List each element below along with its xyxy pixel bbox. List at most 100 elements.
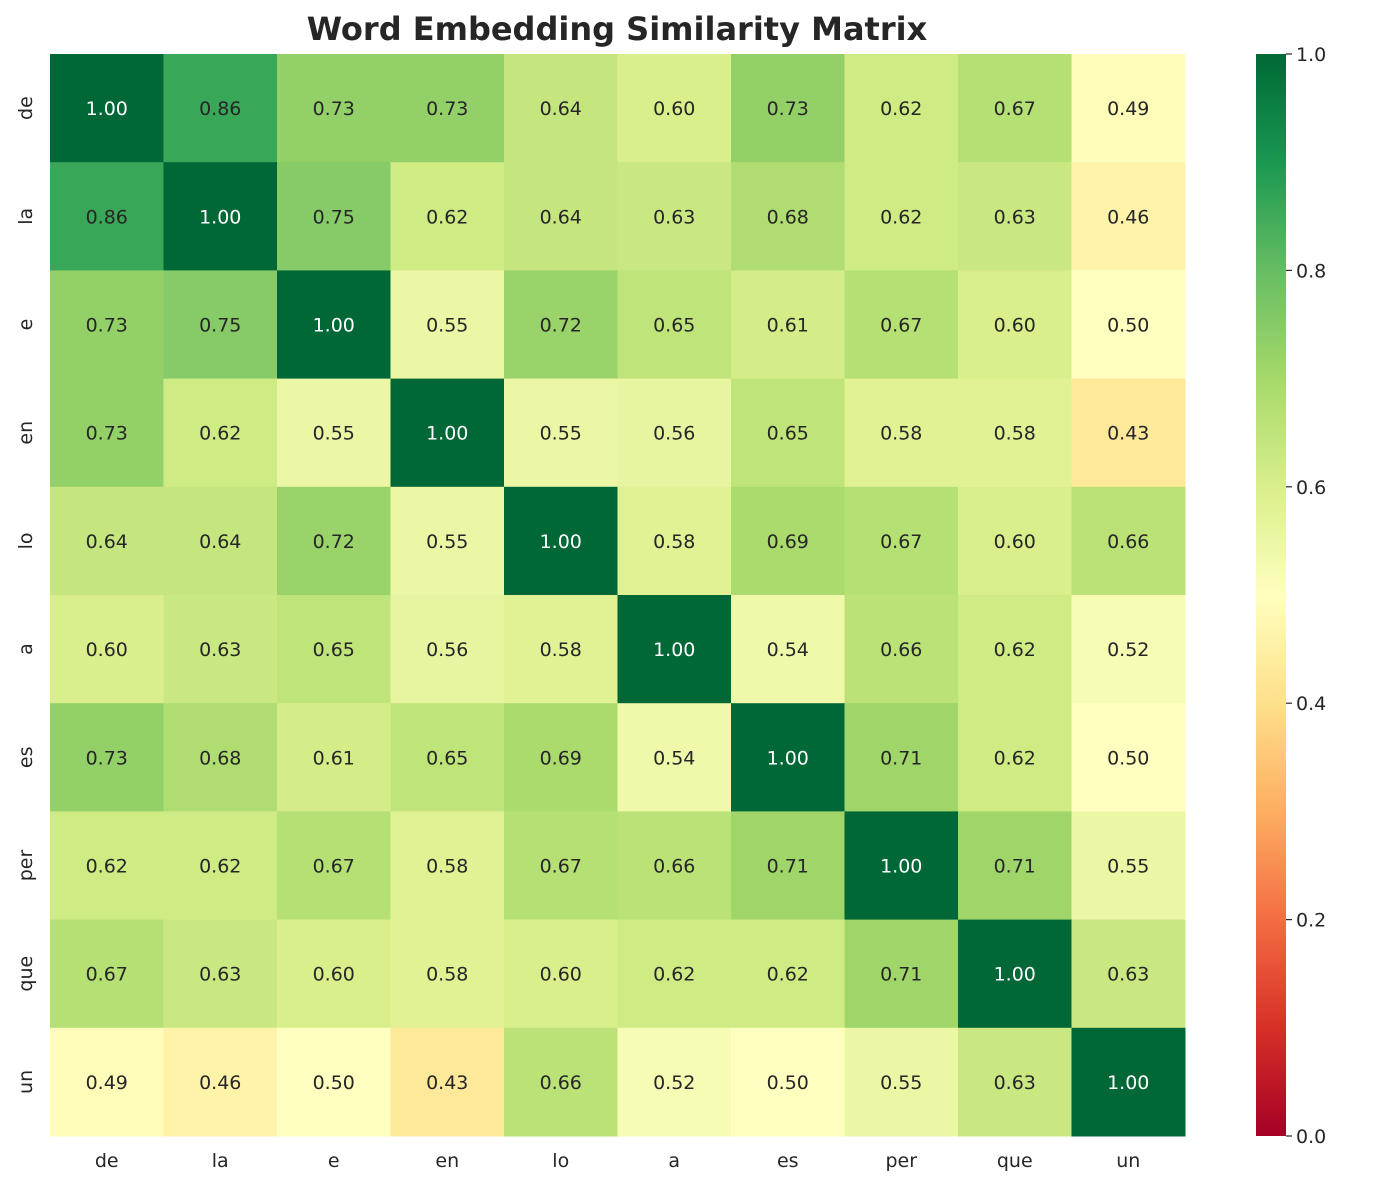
colorbar-tick-label: 1.0 <box>1296 44 1326 66</box>
heatmap-cell <box>731 811 845 921</box>
cell-value-label: 0.52 <box>1107 639 1149 661</box>
cell-value-label: 0.49 <box>1107 98 1149 120</box>
heatmap-cell <box>1071 486 1186 596</box>
heatmap-cell <box>731 486 845 596</box>
cell-value-label: 0.64 <box>86 531 128 553</box>
cell-value-label: 0.73 <box>426 98 468 120</box>
heatmap-cell <box>163 486 278 596</box>
cell-value-label: 0.58 <box>653 531 695 553</box>
cell-value-label: 0.72 <box>540 315 582 337</box>
x-tick-label: a <box>668 1150 680 1172</box>
heatmap-cell <box>163 811 278 921</box>
colorbar-tick-label: 0.4 <box>1296 693 1326 715</box>
heatmap-cell <box>504 54 618 163</box>
heatmap-cell <box>617 811 732 921</box>
heatmap-cell <box>844 378 959 488</box>
heatmap-cell <box>958 1027 1072 1137</box>
cell-value-label: 0.65 <box>653 315 695 337</box>
cell-value-label: 0.43 <box>426 1072 468 1094</box>
cell-value-label: 0.71 <box>767 856 809 878</box>
cell-value-label: 0.73 <box>313 98 355 120</box>
cell-value-label: 0.63 <box>1107 964 1149 986</box>
heatmap-cell <box>1071 54 1186 163</box>
heatmap-cell <box>277 378 391 488</box>
cell-value-label: 0.55 <box>426 531 468 553</box>
heatmap-cell <box>50 486 164 596</box>
heatmap-cell <box>1071 1027 1186 1137</box>
heatmap-cell <box>1071 919 1186 1029</box>
cell-value-label: 0.64 <box>540 98 582 120</box>
heatmap-cell <box>163 378 278 488</box>
colorbar-gradient <box>1256 54 1286 1136</box>
cell-value-label: 1.00 <box>86 98 128 120</box>
heatmap-cell <box>504 595 618 704</box>
cell-value-label: 1.00 <box>313 315 355 337</box>
x-tick-label: e <box>328 1150 340 1172</box>
heatmap-cell <box>277 919 391 1029</box>
heatmap-cell <box>390 919 505 1029</box>
cell-value-label: 0.46 <box>199 1072 241 1094</box>
cell-value-label: 0.69 <box>767 531 809 553</box>
cell-value-label: 0.62 <box>86 856 128 878</box>
cell-value-label: 0.50 <box>1107 315 1149 337</box>
cell-value-label: 0.62 <box>880 206 922 228</box>
heatmap-cell <box>958 595 1072 704</box>
cell-value-label: 1.00 <box>540 531 582 553</box>
heatmap-cell <box>844 1027 959 1137</box>
heatmap-cell <box>163 919 278 1029</box>
heatmap-cell <box>277 703 391 812</box>
cell-value-label: 0.64 <box>199 531 241 553</box>
cell-value-label: 0.68 <box>199 747 241 769</box>
heatmap-cell <box>958 486 1072 596</box>
cell-value-label: 1.00 <box>1107 1072 1149 1094</box>
cell-value-label: 0.46 <box>1107 206 1149 228</box>
cell-value-label: 0.60 <box>653 98 695 120</box>
heatmap-cell <box>50 595 164 704</box>
cell-value-label: 0.68 <box>767 206 809 228</box>
cell-value-label: 0.67 <box>880 531 922 553</box>
heatmap-cell <box>731 378 845 488</box>
heatmap-cell <box>390 595 505 704</box>
heatmap-cell <box>844 54 959 163</box>
cell-value-label: 0.63 <box>994 1072 1036 1094</box>
cell-value-label: 0.54 <box>653 747 695 769</box>
cell-value-label: 0.60 <box>540 964 582 986</box>
cell-value-label: 0.61 <box>767 315 809 337</box>
cell-value-label: 0.63 <box>653 206 695 228</box>
cell-value-label: 1.00 <box>653 639 695 661</box>
colorbar: 0.0 0.2 0.4 0.6 0.8 1.0 <box>1256 44 1326 1148</box>
heatmap-cell <box>844 162 959 271</box>
cell-value-label: 0.66 <box>540 1072 582 1094</box>
heatmap-cell <box>504 162 618 271</box>
x-tick-label: lo <box>552 1150 569 1172</box>
heatmap-cell <box>504 703 618 812</box>
heatmap-cell <box>617 595 732 704</box>
cell-value-label: 1.00 <box>199 206 241 228</box>
heatmap-cell <box>163 1027 278 1137</box>
cell-value-label: 0.50 <box>1107 747 1149 769</box>
cell-value-label: 1.00 <box>880 856 922 878</box>
y-tick-label: en <box>15 421 37 445</box>
heatmap-cell <box>844 595 959 704</box>
heatmap-cell <box>390 378 505 488</box>
cell-value-label: 0.52 <box>653 1072 695 1094</box>
cell-value-label: 0.56 <box>426 639 468 661</box>
heatmap-cell <box>163 703 278 812</box>
heatmap-cell <box>504 486 618 596</box>
x-tick-label: es <box>777 1150 799 1172</box>
heatmap-cell <box>390 486 505 596</box>
heatmap-cell <box>958 811 1072 921</box>
cell-value-label: 0.67 <box>86 964 128 986</box>
cell-value-label: 0.72 <box>313 531 355 553</box>
heatmap-cell <box>731 1027 845 1137</box>
cell-value-label: 0.63 <box>199 639 241 661</box>
y-tick-label: a <box>15 643 37 655</box>
heatmap-cell <box>504 270 618 380</box>
heatmap-cell <box>277 595 391 704</box>
heatmap-cell <box>504 378 618 488</box>
cell-value-label: 0.55 <box>540 423 582 445</box>
cell-value-label: 0.65 <box>426 747 468 769</box>
cell-value-label: 0.50 <box>313 1072 355 1094</box>
heatmap-cell <box>50 703 164 812</box>
